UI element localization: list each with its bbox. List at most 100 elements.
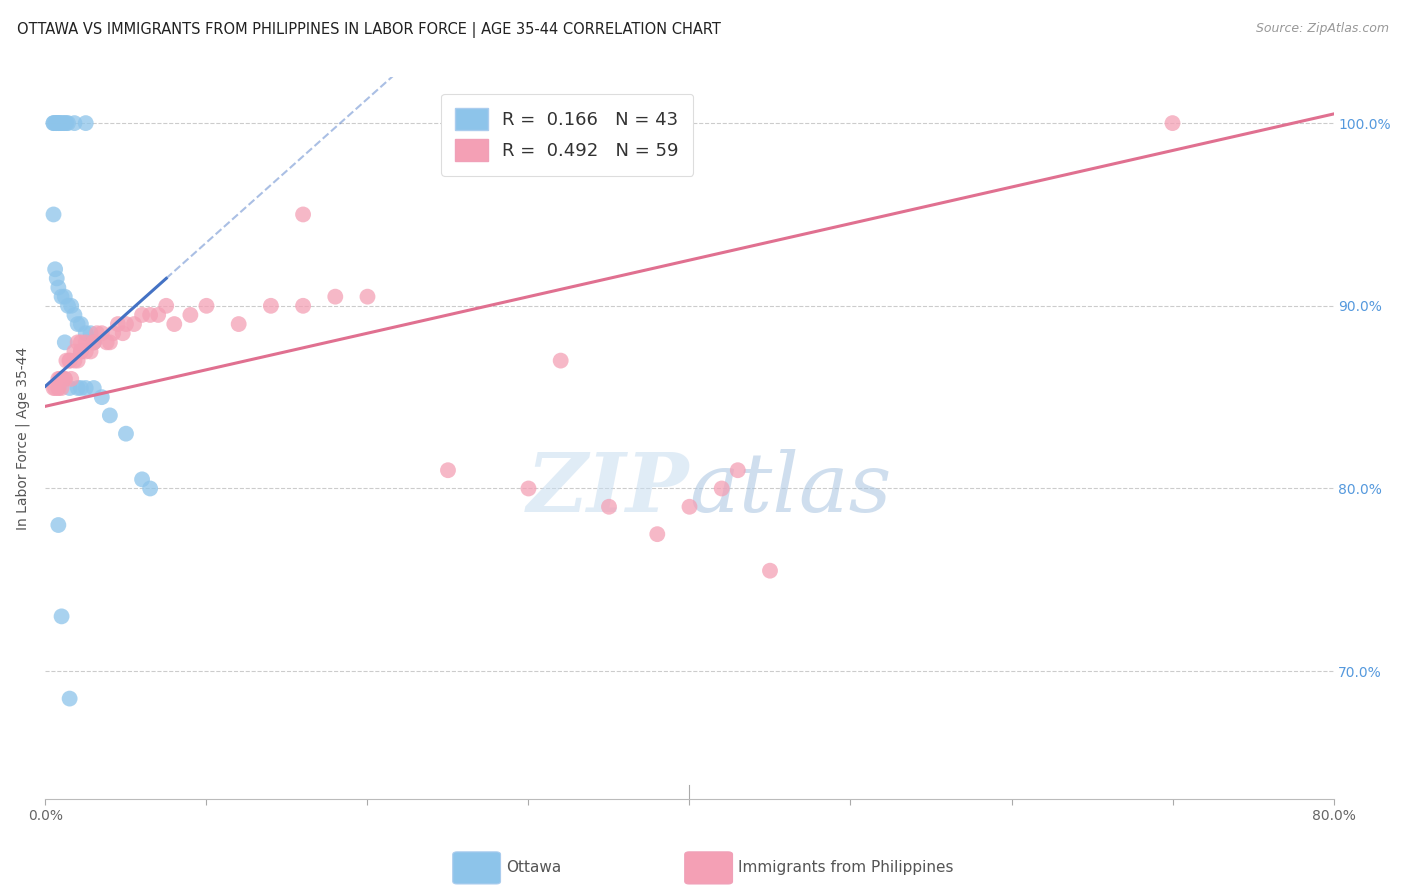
Point: [550, 353, 572, 368]
Text: Ottawa: Ottawa: [506, 861, 561, 875]
Point: [228, 317, 250, 331]
Point: [55, 116, 77, 130]
Point: [51, 372, 73, 386]
Y-axis label: In Labor Force | Age 35-44: In Labor Force | Age 35-44: [15, 347, 30, 530]
Point: [55, 353, 77, 368]
Point: [115, 317, 138, 331]
Point: [63, 116, 86, 130]
Point: [56, 299, 79, 313]
Point: [111, 326, 134, 341]
Point: [59, 353, 82, 368]
Point: [48, 116, 70, 130]
Point: [66, 335, 89, 350]
Point: [148, 308, 170, 322]
Point: [44, 116, 66, 130]
Point: [59, 691, 82, 706]
Point: [195, 299, 218, 313]
Point: [52, 116, 75, 130]
Point: [42, 116, 65, 130]
Point: [292, 299, 315, 313]
Point: [83, 335, 105, 350]
Point: [63, 353, 86, 368]
Point: [139, 308, 162, 322]
Point: [86, 326, 108, 341]
Point: [83, 335, 105, 350]
Point: [98, 335, 121, 350]
Point: [678, 500, 700, 514]
Point: [45, 271, 67, 285]
Point: [63, 344, 86, 359]
Point: [59, 353, 82, 368]
Point: [44, 262, 66, 277]
Point: [710, 482, 733, 496]
Point: [42, 381, 65, 395]
Point: [107, 317, 129, 331]
Text: atlas: atlas: [689, 449, 891, 529]
Point: [53, 372, 76, 386]
Point: [75, 381, 97, 395]
Point: [155, 299, 177, 313]
Point: [83, 381, 105, 395]
Point: [53, 335, 76, 350]
Point: [517, 482, 540, 496]
Point: [53, 116, 76, 130]
Point: [163, 317, 186, 331]
Text: ZIP: ZIP: [527, 449, 689, 529]
Point: [115, 426, 138, 441]
Point: [70, 317, 93, 331]
Point: [98, 409, 121, 423]
Point: [42, 207, 65, 221]
Point: [70, 335, 93, 350]
Point: [51, 290, 73, 304]
Point: [53, 372, 76, 386]
Point: [323, 290, 346, 304]
Point: [260, 299, 283, 313]
Point: [131, 472, 153, 486]
Point: [179, 308, 201, 322]
Point: [292, 207, 315, 221]
Point: [44, 381, 66, 395]
Point: [727, 463, 749, 477]
Text: Source: ZipAtlas.com: Source: ZipAtlas.com: [1256, 22, 1389, 36]
Point: [49, 372, 72, 386]
Text: Immigrants from Philippines: Immigrants from Philippines: [738, 861, 953, 875]
Point: [53, 290, 76, 304]
Point: [48, 280, 70, 294]
Point: [75, 344, 97, 359]
Point: [79, 344, 101, 359]
Point: [45, 116, 67, 130]
Point: [66, 353, 89, 368]
Point: [51, 116, 73, 130]
Point: [51, 381, 73, 395]
Point: [83, 335, 105, 350]
Point: [66, 381, 89, 395]
Point: [51, 609, 73, 624]
Point: [70, 344, 93, 359]
Legend: R =  0.166   N = 43, R =  0.492   N = 59: R = 0.166 N = 43, R = 0.492 N = 59: [441, 94, 693, 176]
Point: [59, 381, 82, 395]
Point: [63, 308, 86, 322]
Point: [48, 372, 70, 386]
Point: [122, 317, 145, 331]
Point: [645, 527, 668, 541]
Text: OTTAWA VS IMMIGRANTS FROM PHILIPPINES IN LABOR FORCE | AGE 35-44 CORRELATION CHA: OTTAWA VS IMMIGRANTS FROM PHILIPPINES IN…: [17, 22, 721, 38]
Point: [437, 463, 460, 477]
Point: [49, 116, 72, 130]
Point: [48, 381, 70, 395]
Point: [139, 482, 162, 496]
Point: [70, 381, 93, 395]
Point: [75, 335, 97, 350]
Point: [60, 372, 83, 386]
Point: [56, 116, 79, 130]
Point: [759, 564, 782, 578]
Point: [48, 518, 70, 533]
Point: [1161, 116, 1184, 130]
Point: [60, 299, 83, 313]
Point: [45, 116, 67, 130]
Point: [96, 335, 118, 350]
Point: [79, 326, 101, 341]
Point: [356, 290, 378, 304]
Point: [598, 500, 620, 514]
Point: [42, 116, 65, 130]
Point: [48, 116, 70, 130]
